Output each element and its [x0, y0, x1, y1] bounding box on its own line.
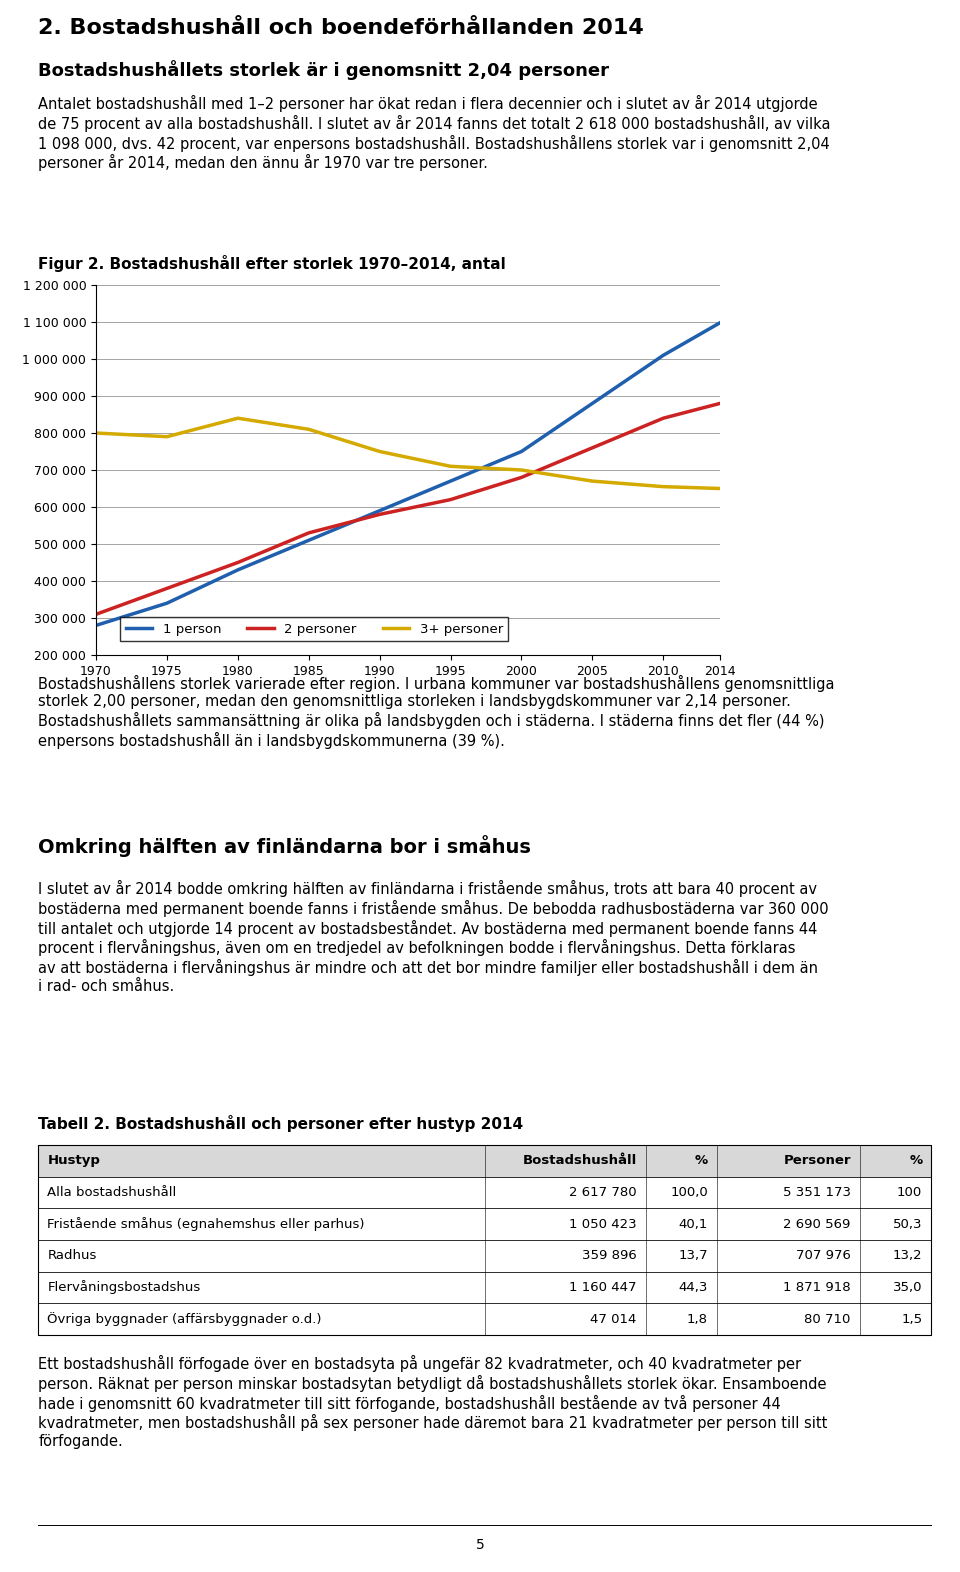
Text: Radhus: Radhus	[47, 1250, 97, 1262]
Text: Fristående småhus (egnahemshus eller parhus): Fristående småhus (egnahemshus eller par…	[47, 1217, 365, 1231]
Text: Bostadshushållets storlek är i genomsnitt 2,04 personer: Bostadshushållets storlek är i genomsnit…	[38, 60, 610, 80]
Text: %: %	[695, 1154, 708, 1168]
Text: 100,0: 100,0	[670, 1185, 708, 1199]
1 person	[161, 594, 173, 613]
1 person	[90, 616, 102, 635]
Text: 1 050 423: 1 050 423	[569, 1218, 636, 1231]
2 personer	[587, 439, 598, 457]
Text: 5 351 173: 5 351 173	[782, 1185, 851, 1199]
Text: 1,8: 1,8	[687, 1313, 708, 1325]
1 person	[658, 346, 669, 365]
2 personer	[303, 523, 315, 542]
Text: Flervåningsbostadshus: Flervåningsbostadshus	[47, 1281, 201, 1294]
Text: 44,3: 44,3	[679, 1281, 708, 1294]
Text: 5: 5	[475, 1537, 485, 1552]
Text: 40,1: 40,1	[679, 1218, 708, 1231]
Text: 1 871 918: 1 871 918	[783, 1281, 851, 1294]
Text: 35,0: 35,0	[893, 1281, 923, 1294]
1 person	[516, 442, 527, 461]
Text: Omkring hälften av finländarna bor i småhus: Omkring hälften av finländarna bor i små…	[38, 835, 531, 857]
Text: 1 160 447: 1 160 447	[569, 1281, 636, 1294]
1 person	[373, 501, 385, 520]
2 personer	[90, 605, 102, 624]
1 person	[444, 472, 456, 490]
Text: 359 896: 359 896	[582, 1250, 636, 1262]
Bar	[38, 1240, 931, 1272]
3+ personer	[587, 472, 598, 490]
Text: Antalet bostadshushåll med 1–2 personer har ökat redan i flera decennier och i s: Antalet bostadshushåll med 1–2 personer …	[38, 94, 831, 171]
2 personer	[373, 505, 385, 523]
3+ personer	[516, 461, 527, 479]
3+ personer	[161, 428, 173, 446]
Line: 2 personer: 2 personer	[96, 404, 720, 615]
Text: Figur 2. Bostadshushåll efter storlek 1970–2014, antal: Figur 2. Bostadshushåll efter storlek 19…	[38, 255, 506, 272]
Text: 50,3: 50,3	[893, 1218, 923, 1231]
3+ personer	[303, 420, 315, 439]
Text: Alla bostadshushåll: Alla bostadshushåll	[47, 1185, 177, 1199]
3+ personer	[714, 479, 726, 498]
2 personer	[658, 409, 669, 428]
Bar	[38, 1209, 931, 1240]
Text: I slutet av år 2014 bodde omkring hälften av finländarna i fristående småhus, tr: I slutet av år 2014 bodde omkring hälfte…	[38, 880, 829, 994]
Text: 2 690 569: 2 690 569	[783, 1218, 851, 1231]
2 personer	[714, 395, 726, 413]
Bar	[38, 1303, 931, 1335]
Text: Bostadshushållens storlek varierade efter region. I urbana kommuner var bostadsh: Bostadshushållens storlek varierade efte…	[38, 674, 835, 748]
2 personer	[516, 468, 527, 487]
Text: %: %	[909, 1154, 923, 1168]
Text: 100: 100	[897, 1185, 923, 1199]
2 personer	[161, 578, 173, 597]
Text: 1,5: 1,5	[901, 1313, 923, 1325]
Legend: 1 person, 2 personer, 3+ personer: 1 person, 2 personer, 3+ personer	[120, 618, 509, 641]
Line: 3+ personer: 3+ personer	[96, 418, 720, 489]
1 person	[714, 313, 726, 332]
3+ personer	[90, 423, 102, 442]
3+ personer	[444, 457, 456, 476]
1 person	[303, 531, 315, 550]
Bar	[38, 1144, 931, 1177]
Text: Bostadshushåll: Bostadshushåll	[522, 1154, 636, 1168]
3+ personer	[658, 478, 669, 497]
2 personer	[444, 490, 456, 509]
Bar	[38, 1272, 931, 1303]
1 person	[587, 395, 598, 413]
Text: 80 710: 80 710	[804, 1313, 851, 1325]
Text: Tabell 2. Bostadshushåll och personer efter hustyp 2014: Tabell 2. Bostadshushåll och personer ef…	[38, 1115, 523, 1132]
Text: 2 617 780: 2 617 780	[569, 1185, 636, 1199]
2 personer	[232, 553, 244, 572]
Text: Hustyp: Hustyp	[47, 1154, 100, 1168]
Text: 2. Bostadshushåll och boendeförhållanden 2014: 2. Bostadshushåll och boendeförhållanden…	[38, 17, 644, 38]
Bar	[38, 1177, 931, 1209]
Text: Övriga byggnader (affärsbyggnader o.d.): Övriga byggnader (affärsbyggnader o.d.)	[47, 1313, 322, 1327]
Text: 13,7: 13,7	[679, 1250, 708, 1262]
3+ personer	[373, 442, 385, 461]
Line: 1 person: 1 person	[96, 322, 720, 626]
Text: 707 976: 707 976	[796, 1250, 851, 1262]
Text: Ett bostadshushåll förfogade över en bostadsyta på ungefär 82 kvadratmeter, och : Ett bostadshushåll förfogade över en bos…	[38, 1355, 828, 1449]
Text: Personer: Personer	[783, 1154, 851, 1168]
3+ personer	[232, 409, 244, 428]
Text: 47 014: 47 014	[590, 1313, 636, 1325]
Text: 13,2: 13,2	[893, 1250, 923, 1262]
1 person	[232, 561, 244, 580]
